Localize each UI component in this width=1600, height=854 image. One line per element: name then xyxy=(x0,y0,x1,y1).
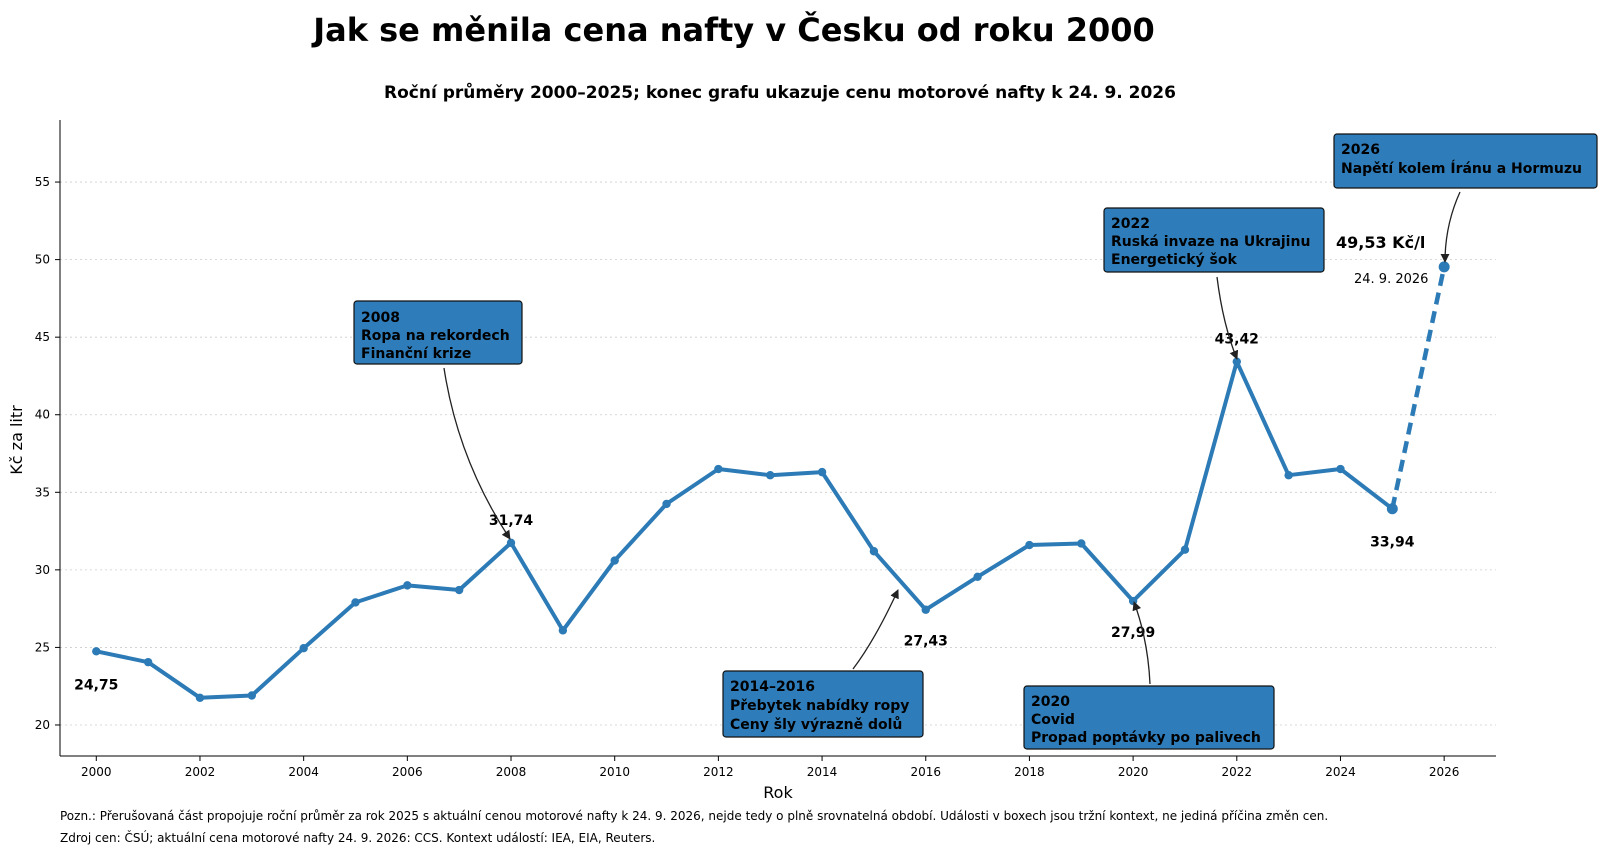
axis-ticks: 20 25 30 35 40 45 50 55 2000 2002 2004 2006 2008 2010… xyxy=(35,175,1460,779)
annotation-arrow xyxy=(1132,601,1151,685)
annotation-2020: 2020 Covid Propad poptávky po palivech xyxy=(1023,601,1275,750)
y-tick-label: 55 xyxy=(35,175,50,189)
data-point xyxy=(921,605,930,614)
data-point xyxy=(1438,261,1450,273)
annotation-line: Propad poptávky po palivech xyxy=(1031,730,1261,746)
data-point xyxy=(506,538,516,548)
data-point xyxy=(299,643,308,653)
y-tick-label: 50 xyxy=(35,253,50,267)
x-tick-label: 2006 xyxy=(392,765,423,779)
series xyxy=(92,261,1450,703)
point-label: 27,43 xyxy=(904,634,948,650)
chart-title: Jak se měnila cena nafty v Česku od roku… xyxy=(311,10,1155,49)
chart-subtitle: Roční průměry 2000–2025; konec grafu uka… xyxy=(384,81,1176,103)
data-point xyxy=(817,467,827,477)
dashed-segment xyxy=(1390,266,1447,510)
point-label: 27,99 xyxy=(1111,625,1155,641)
x-tick-label: 2018 xyxy=(1014,765,1045,779)
y-tick-label: 35 xyxy=(35,485,50,499)
data-point xyxy=(558,626,568,635)
x-tick-label: 2020 xyxy=(1118,765,1149,779)
data-point xyxy=(1386,503,1398,515)
point-label: 33,94 xyxy=(1370,535,1415,551)
data-point xyxy=(1077,539,1086,548)
data-point xyxy=(403,581,412,590)
data-point xyxy=(973,572,982,582)
annotation-2026: 2026 Napětí kolem Íránu a Hormuzu xyxy=(1333,133,1598,263)
footer-source: Zdroj cen: ČSÚ; aktuální cena motorové n… xyxy=(60,830,655,845)
data-point xyxy=(92,647,101,656)
svg-text:2020 Covid Propad: 2020 Covid Propad poptávky po palivech xyxy=(1031,694,1261,746)
annotation-arrow xyxy=(443,367,511,540)
x-tick-label: 2010 xyxy=(599,765,630,779)
series-line xyxy=(94,359,1395,700)
data-point xyxy=(869,547,879,556)
y-tick-label: 25 xyxy=(35,640,50,654)
annotation-line: Napětí kolem Íránu a Hormuzu xyxy=(1341,160,1582,177)
point-label: 31,74 xyxy=(489,513,534,529)
data-point xyxy=(195,693,205,703)
annotation-line: Ceny šly výrazně dolů xyxy=(730,716,902,733)
annotation-line: 2022 xyxy=(1111,216,1150,232)
end-date-label: 24. 9. 2026 xyxy=(1354,272,1428,287)
svg-text:2022 Ruská invaze na Ukr: 2022 Ruská invaze na Ukrajinu Energetick… xyxy=(1111,216,1315,268)
footer-note: Pozn.: Přerušovaná část propojuje roční … xyxy=(60,809,1328,823)
svg-text:2026 Napětí kolem Íránu: 2026 Napětí kolem Íránu a Hormuzu xyxy=(1341,142,1582,177)
data-point xyxy=(662,499,671,509)
annotation-line: Přebytek nabídky ropy xyxy=(730,698,909,714)
data-point xyxy=(610,556,619,565)
annotation-line: 2020 xyxy=(1031,694,1070,710)
data-point xyxy=(1336,464,1345,474)
x-tick-label: 2016 xyxy=(910,765,941,779)
data-point xyxy=(247,691,257,700)
point-label: 24,75 xyxy=(74,677,118,693)
annotation-line: Covid xyxy=(1031,712,1075,728)
x-tick-label: 2024 xyxy=(1325,765,1356,779)
data-point xyxy=(1025,540,1034,550)
x-tick-label: 2008 xyxy=(496,765,527,779)
svg-text:2014–2016 Přebytek nabíd: 2014–2016 Přebytek nabídky ropy Ceny šly… xyxy=(730,679,914,733)
x-tick-label: 2002 xyxy=(185,765,216,779)
annotation-line: Finanční krize xyxy=(361,346,471,362)
x-tick-label: 2022 xyxy=(1222,765,1253,779)
point-labels: 24,75 31,74 27,43 27,99 43,42 33,94 xyxy=(74,332,1415,694)
data-point xyxy=(143,657,153,667)
annotation-2022: 2022 Ruská invaze na Ukrajinu Energetick… xyxy=(1103,207,1325,360)
data-point xyxy=(714,464,723,474)
point-label: 43,42 xyxy=(1215,332,1259,348)
annotation-line: 2026 xyxy=(1341,142,1380,158)
x-tick-label: 2004 xyxy=(288,765,319,779)
svg-text:2008 Ropa na rekordech: 2008 Ropa na rekordech Finanční krize xyxy=(361,310,515,362)
x-tick-label: 2014 xyxy=(807,765,838,779)
y-tick-label: 45 xyxy=(35,330,50,344)
annotation-arrow xyxy=(852,589,899,670)
annotation-2014-2016: 2014–2016 Přebytek nabídky ropy Ceny šly… xyxy=(722,589,924,738)
x-tick-label: 2026 xyxy=(1429,765,1460,779)
y-axis-label: Kč za litr xyxy=(7,405,26,475)
annotation-2008: 2008 Ropa na rekordech Finanční krize xyxy=(353,300,523,540)
x-tick-label: 2000 xyxy=(81,765,112,779)
annotation-line: Energetický šok xyxy=(1111,252,1237,268)
annotation-arrow xyxy=(1216,276,1239,360)
annotation-arrow xyxy=(1440,191,1461,263)
data-point xyxy=(454,585,464,595)
end-value-label: 49,53 Kč/l xyxy=(1336,233,1425,252)
x-tick-label: 2012 xyxy=(703,765,734,779)
annotation-line: 2008 xyxy=(361,310,400,326)
annotation-line: Ropa na rekordech xyxy=(361,328,510,344)
data-point xyxy=(1180,545,1190,554)
annotation-line: Ruská invaze na Ukrajinu xyxy=(1111,234,1310,250)
y-tick-label: 20 xyxy=(35,718,50,732)
data-point xyxy=(351,598,360,607)
data-point xyxy=(766,471,775,480)
y-tick-label: 30 xyxy=(35,563,50,577)
annotation-line: 2014–2016 xyxy=(730,679,815,695)
data-point xyxy=(1284,471,1293,480)
x-axis-label: Rok xyxy=(763,783,793,802)
data-point xyxy=(1128,596,1138,606)
y-tick-label: 40 xyxy=(35,408,50,422)
